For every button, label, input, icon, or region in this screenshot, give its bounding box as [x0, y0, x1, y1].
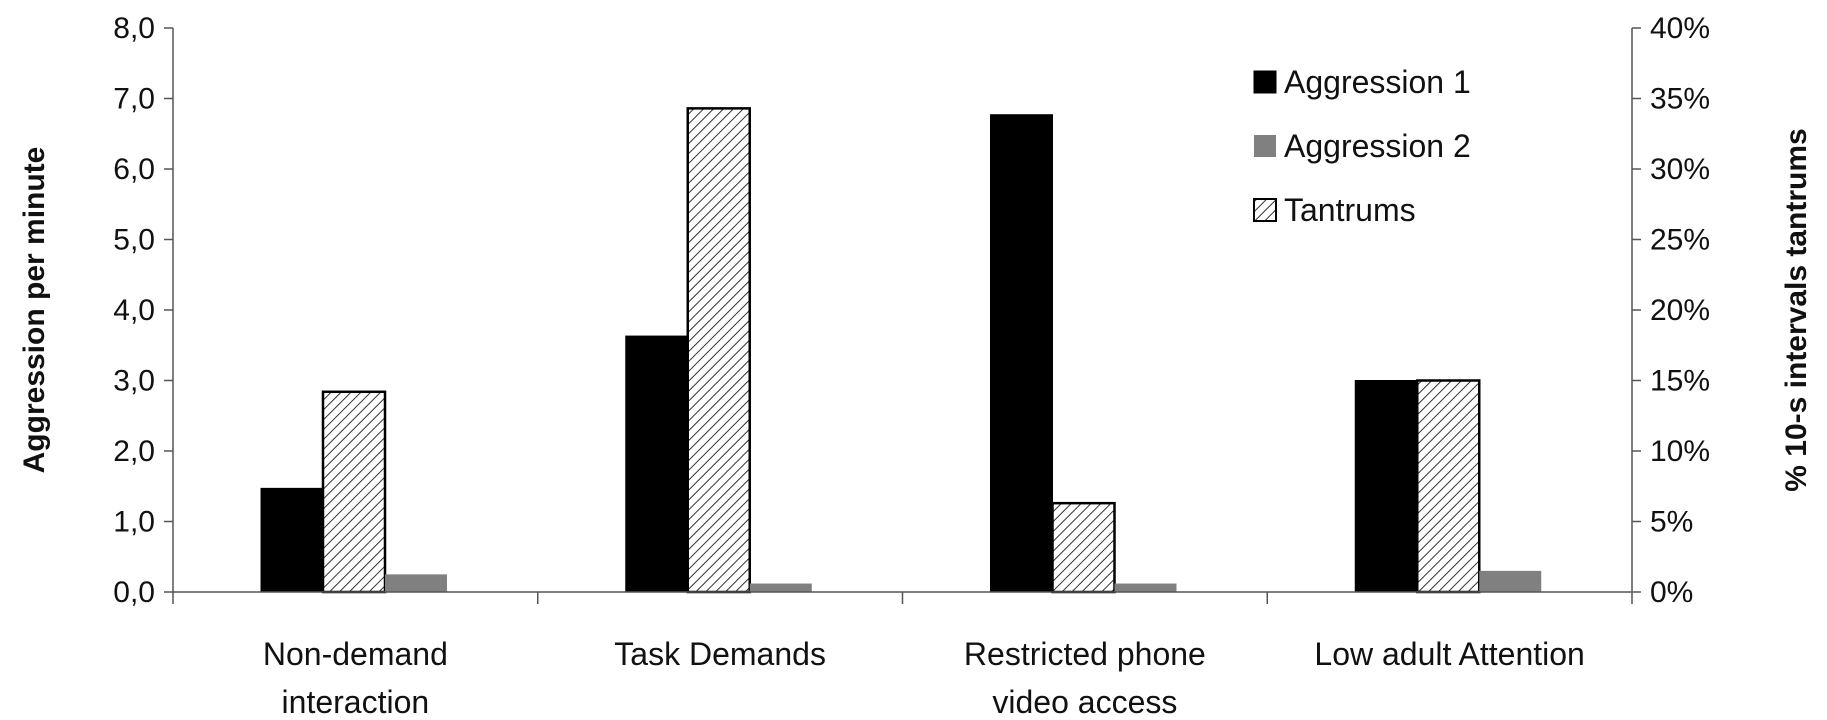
bar-aggression-1-3: [1354, 380, 1418, 593]
y-tick-label: 2,0: [113, 435, 155, 468]
bar-aggression-2-2: [1114, 583, 1177, 592]
bar-aggression-1-0: [260, 487, 324, 593]
bar-tantrums-2: [1051, 501, 1116, 594]
legend-label: Aggression 2: [1284, 128, 1471, 164]
y2-tick-label: 30%: [1650, 153, 1710, 186]
legend: Aggression 1 Aggression 2 Tantrums: [1253, 64, 1471, 228]
bar-tantrums-3: [1416, 379, 1481, 594]
legend-swatch-aggression-1: [1253, 70, 1277, 94]
y-tick-label: 5,0: [113, 224, 155, 257]
y-tick-label: 1,0: [113, 506, 155, 539]
bar-tantrums-0: [321, 390, 387, 594]
x-category-label: Low adult Attention: [1314, 636, 1584, 672]
legend-swatch-tantrums: [1253, 198, 1277, 222]
y2-axis-title: % 10-s intervals tantrums: [1780, 128, 1813, 491]
legend-label: Tantrums: [1284, 192, 1416, 228]
bar-aggression-2-0: [385, 574, 447, 592]
y-tick-label: 6,0: [113, 153, 155, 186]
bar-aggression-1-2: [990, 114, 1053, 593]
y2-tick-label: 35%: [1650, 83, 1710, 116]
bar-tantrums-1: [686, 107, 751, 594]
y-axis-title: Aggression per minute: [18, 147, 51, 474]
y-tick-label: 8,0: [113, 12, 155, 45]
x-category-label: video access: [992, 684, 1177, 720]
plot-area: [260, 107, 1542, 594]
y2-tick-label: 20%: [1650, 294, 1710, 327]
y2-tick-label: 5%: [1650, 506, 1693, 539]
bar-aggression-2-1: [749, 583, 812, 592]
y-tick-label: 4,0: [113, 294, 155, 327]
bar-aggression-1-1: [625, 335, 689, 593]
y-tick-label: 3,0: [113, 365, 155, 398]
legend-label: Aggression 1: [1284, 64, 1471, 100]
bar-aggression-2-3: [1479, 570, 1542, 592]
y2-tick-label: 40%: [1650, 12, 1710, 45]
x-category-label: Task Demands: [614, 636, 826, 672]
axes: 0,0 1,0 2,0 3,0 4,0 5,0 6,0 7,0 8,0 0% 5% 10% 15% 20%…: [18, 12, 1813, 720]
y2-tick-label: 10%: [1650, 435, 1710, 468]
y2-tick-label: 25%: [1650, 224, 1710, 257]
x-category-label: interaction: [282, 684, 430, 720]
x-category-label: Non-demand: [263, 636, 448, 672]
y2-tick-label: 15%: [1650, 365, 1710, 398]
y-tick-label: 0,0: [113, 576, 155, 609]
legend-swatch-aggression-2: [1254, 135, 1276, 157]
y-tick-label: 7,0: [113, 83, 155, 116]
y2-tick-label: 0%: [1650, 576, 1693, 609]
x-category-label: Restricted phone: [964, 636, 1206, 672]
